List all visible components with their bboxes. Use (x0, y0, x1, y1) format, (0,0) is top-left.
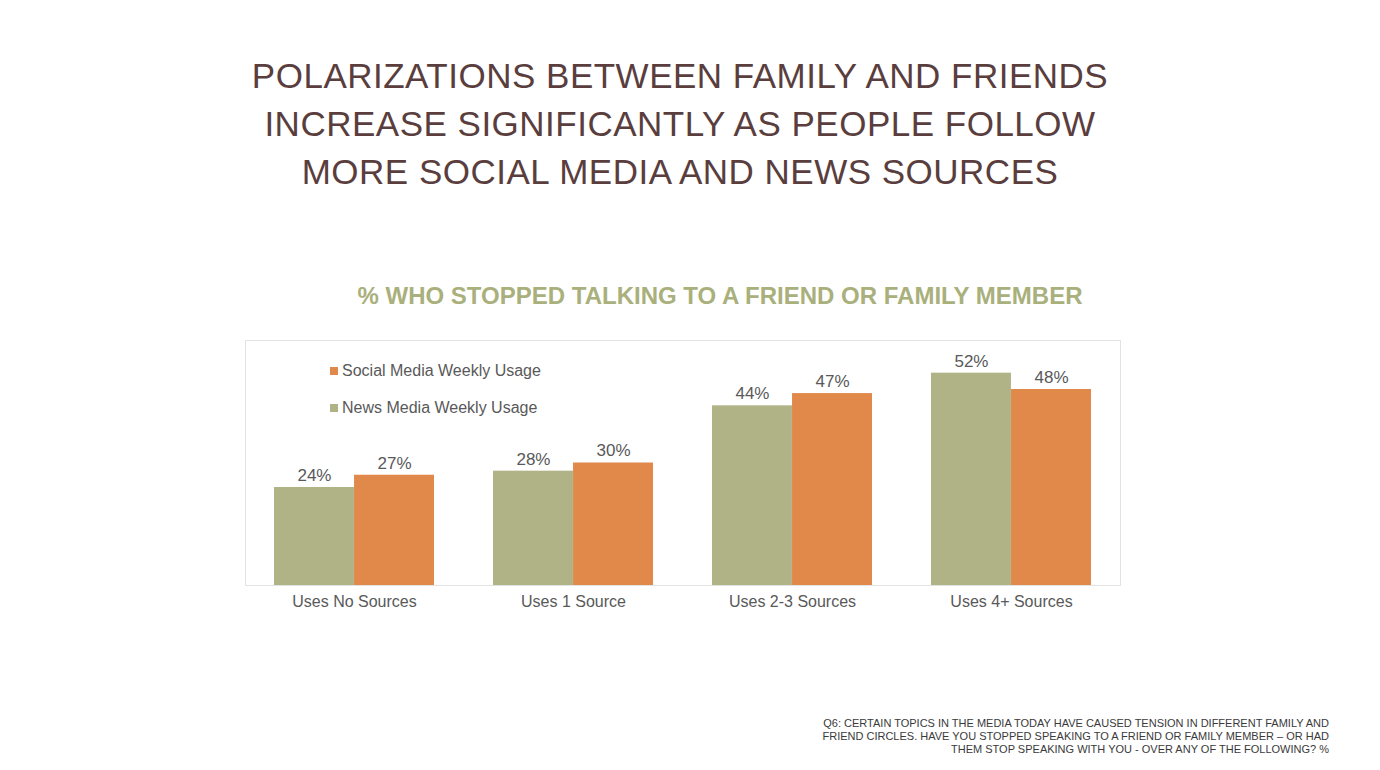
svg-text:48%: 48% (1035, 368, 1069, 387)
html-text:Social Media Weekly Usage: Social Media Weekly Usage (342, 361, 541, 379)
html-text:POLARIZATIONS BETWEEN FAMILY A: POLARIZATIONS BETWEEN FAMILY AND FRIENDS… (251, 56, 1109, 191)
svg-text:Uses 2-3 Sources: Uses 2-3 Sources (729, 593, 856, 610)
svg-text:28%: 28% (516, 450, 550, 469)
svg-text:52%: 52% (954, 352, 988, 371)
svg-text:Uses 1 Source: Uses 1 Source (521, 593, 626, 610)
svg-text:47%: 47% (816, 372, 850, 391)
html-text:Q6: CERTAIN TOPICS IN THE MEDI: Q6: CERTAIN TOPICS IN THE MEDIA TODAY HA… (822, 717, 1329, 755)
svg-text:Uses No Sources: Uses No Sources (292, 593, 417, 610)
svg-text:30%: 30% (597, 441, 631, 460)
html-text:% WHO STOPPED TALKING TO A FRI: % WHO STOPPED TALKING TO A FRIEND OR FAM… (357, 282, 1083, 309)
svg-text:44%: 44% (735, 384, 769, 403)
svg-text:24%: 24% (297, 466, 331, 485)
html-text:News Media Weekly Usage: News Media Weekly Usage (342, 398, 538, 416)
svg-text:Uses 4+ Sources: Uses 4+ Sources (950, 593, 1072, 610)
svg-text:27%: 27% (378, 454, 412, 473)
